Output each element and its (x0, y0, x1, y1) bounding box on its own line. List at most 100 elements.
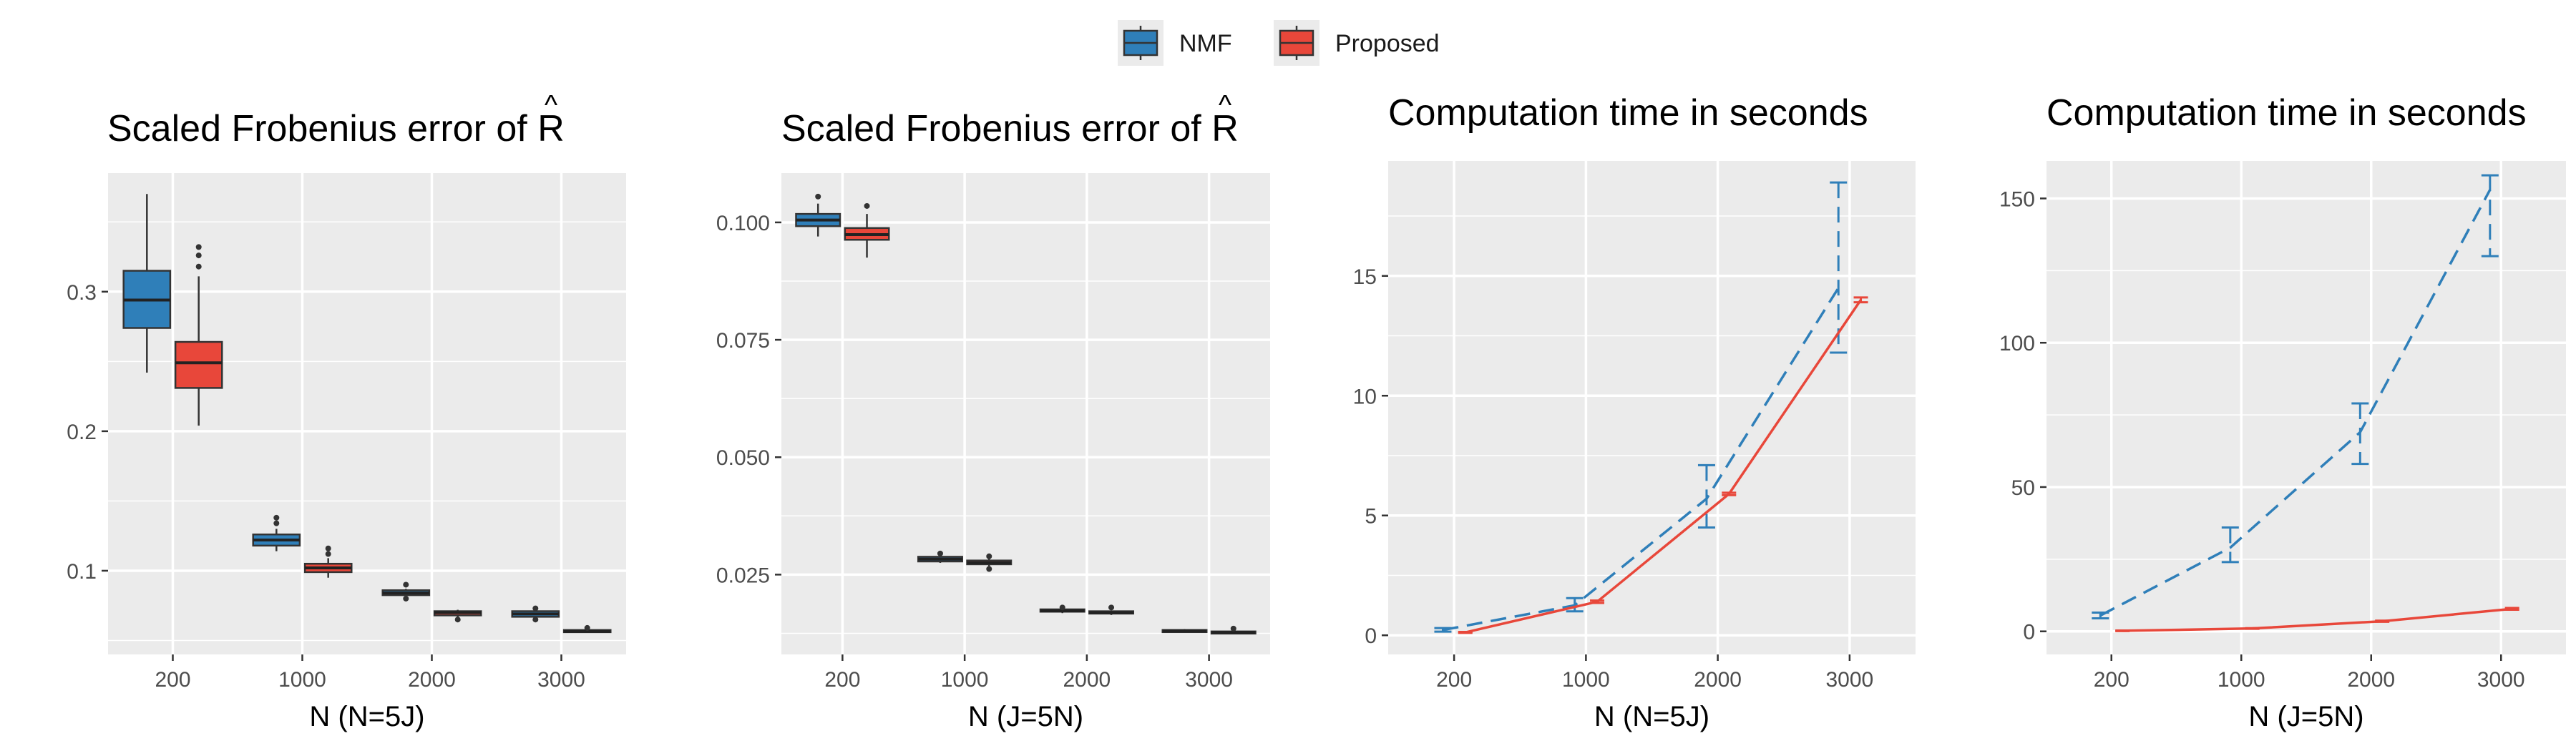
panel-1-box-body (174, 340, 223, 389)
panel-1-outlier-0 (403, 595, 409, 602)
panel-1-x-tick-label-3: 3000 (537, 668, 585, 692)
panel-2-x-tick-label-1: 1000 (941, 668, 989, 692)
panel-2-outlier-0 (1059, 604, 1065, 611)
panel-1-box-proposed-3000 (562, 624, 612, 634)
panel-2-box-nmf-200 (795, 193, 841, 237)
panel-3-errorbar-nmf-3000 (1830, 181, 1848, 354)
panel-1-outlier-1 (403, 581, 409, 588)
panel-4-line-proposed (2122, 607, 2512, 632)
legend: NMF Proposed (1118, 20, 1475, 66)
legend-key-proposed-glyph (1279, 26, 1314, 60)
panel-2-outlier-0 (1108, 604, 1115, 611)
panel-1-box-nmf-200 (122, 194, 172, 373)
panel-2-x-axis-title: N (J=5N) (968, 701, 1083, 732)
panel-4-x-tick-label-3: 3000 (2477, 668, 2525, 692)
panel-2-outlier-0 (1230, 625, 1236, 632)
legend-key-nmf-glyph (1123, 26, 1158, 60)
panel-1-y-tick-label-1: 0.2 (67, 421, 97, 444)
panel-1-x-tick-label-1: 1000 (278, 668, 326, 692)
panel-2-box-chart: 0.025 0.050 0.075 0.100 200 1000 2000 3000 N (J=… (716, 173, 1270, 732)
panel-2-title-hat: ^ (1218, 89, 1232, 121)
panel-4-line-chart: 0 50 100 150 200 1000 2000 3000 N (J=5N) (1999, 161, 2566, 732)
legend-label-proposed: Proposed (1335, 30, 1440, 57)
panel-3-x-tick-label-2: 2000 (1694, 668, 1742, 692)
panel-3-x-tick-label-0: 200 (1436, 668, 1472, 692)
panel-4-errorbar-nmf-3000 (2481, 174, 2499, 257)
panel-2-outlier-0 (937, 550, 943, 556)
panel-2-box-proposed-200 (844, 202, 890, 258)
panel-1-title-hat: ^ (544, 89, 558, 121)
panel-3-y-tick-label-3: 15 (1353, 265, 1377, 289)
panel-3-x-tick-label-1: 1000 (1562, 668, 1610, 692)
panel-1-title-symbol: ^ R (537, 90, 565, 150)
panel-1-plot-background (108, 173, 626, 654)
panel-1-x-tick-label-0: 200 (155, 668, 190, 692)
panel-4-title: Computation time in seconds (2046, 92, 2527, 134)
panel-4-y-tick-label-2: 100 (1999, 332, 2035, 355)
panel-1-title-letter: R (537, 108, 565, 149)
panel-1-outlier-1 (325, 545, 331, 551)
panel-3-line-proposed (1465, 299, 1862, 634)
panel-2-outlier-0 (864, 202, 870, 209)
panel-1-box-proposed-2000 (433, 609, 482, 623)
panel-1-box-nmf-3000 (511, 605, 560, 623)
panel-2-title-text: Scaled Frobenius error of (781, 108, 1212, 149)
panel-3-errorbar-nmf-2000 (1697, 463, 1715, 529)
panel-3-plot-background (1388, 161, 1916, 654)
panel-1-box-nmf-2000 (381, 581, 431, 602)
panel-3-x-axis-title: N (N=5J) (1594, 701, 1709, 732)
panel-2-title-symbol: ^ R (1211, 90, 1239, 150)
panel-3-title: Computation time in seconds (1388, 92, 1868, 134)
panel-1-title: Scaled Frobenius error of ^ R (107, 90, 565, 150)
panel-3-y-tick-label-1: 5 (1365, 505, 1377, 529)
panel-2-y-tick-label-1: 0.050 (716, 446, 770, 470)
panel-3-line-chart: 0 5 10 15 200 1000 2000 3000 N (N=5J) (1353, 161, 1916, 732)
panel-2-outlier-1 (986, 566, 992, 572)
panel-1-outlier-0 (325, 551, 331, 557)
panel-3-line-nmf (1443, 287, 1840, 632)
panel-4-y-tick-label-3: 150 (1999, 187, 2035, 211)
panel-4-errorbar-nmf-1000 (2221, 526, 2239, 564)
panel-4-y-tick-label-0: 0 (2023, 621, 2035, 644)
panel-2-y-tick-label-3: 0.100 (716, 212, 770, 235)
panel-1-outlier-1 (195, 252, 202, 259)
panel-2-x-tick-label-0: 200 (824, 668, 860, 692)
panel-2-x-tick-label-3: 3000 (1185, 668, 1233, 692)
panel-1-box-chart: 0.1 0.2 0.3 200 1000 2000 3000 N (N=5J) (67, 173, 626, 732)
panel-1-outlier-1 (532, 605, 539, 612)
panel-1-y-tick-label-0: 0.1 (67, 560, 97, 584)
panel-1-outlier-0 (584, 624, 590, 631)
panel-2-outlier-0 (815, 193, 821, 200)
panel-2-box-nmf-2000 (1039, 604, 1085, 614)
panel-1-box-proposed-1000 (303, 545, 353, 578)
panel-1-title-text: Scaled Frobenius error of (107, 108, 538, 149)
panel-4-x-tick-label-1: 1000 (2218, 668, 2265, 692)
panel-2-box-proposed-1000 (966, 553, 1013, 572)
panel-2-box-nmf-1000 (917, 550, 963, 563)
panel-4-line-nmf (2099, 189, 2492, 617)
panel-1-outlier-0 (532, 617, 539, 623)
panel-2-y-tick-label-2: 0.075 (716, 329, 770, 353)
panel-1-outlier-0 (454, 617, 461, 623)
panel-3-x-tick-label-3: 3000 (1826, 668, 1874, 692)
panel-2-outlier-0 (986, 553, 992, 559)
panel-1-outlier-0 (273, 520, 280, 526)
panel-2-x-tick-label-2: 2000 (1063, 668, 1111, 692)
panel-2-title-letter: R (1211, 108, 1239, 149)
legend-label-nmf: NMF (1179, 30, 1232, 57)
panel-2-box-proposed-3000 (1210, 625, 1257, 635)
panel-4-y-tick-label-1: 50 (2011, 476, 2035, 500)
panel-1-x-tick-label-2: 2000 (408, 668, 456, 692)
legend-key-nmf (1118, 20, 1163, 66)
panel-3-y-tick-label-0: 0 (1365, 624, 1377, 648)
panel-4-plot-background (2046, 161, 2566, 654)
panel-2-plot-background (781, 173, 1270, 654)
panel-1-x-axis-title: N (N=5J) (309, 701, 424, 732)
panel-1-y-tick-label-2: 0.3 (67, 281, 97, 305)
panel-2-y-tick-label-0: 0.025 (716, 564, 770, 587)
panel-4-x-tick-label-2: 2000 (2347, 668, 2395, 692)
panel-1-outlier-2 (195, 244, 202, 250)
panel-4-x-axis-title: N (J=5N) (2248, 701, 2363, 732)
panel-1-box-proposed-200 (174, 244, 223, 426)
panel-1-outlier-0 (195, 263, 202, 270)
